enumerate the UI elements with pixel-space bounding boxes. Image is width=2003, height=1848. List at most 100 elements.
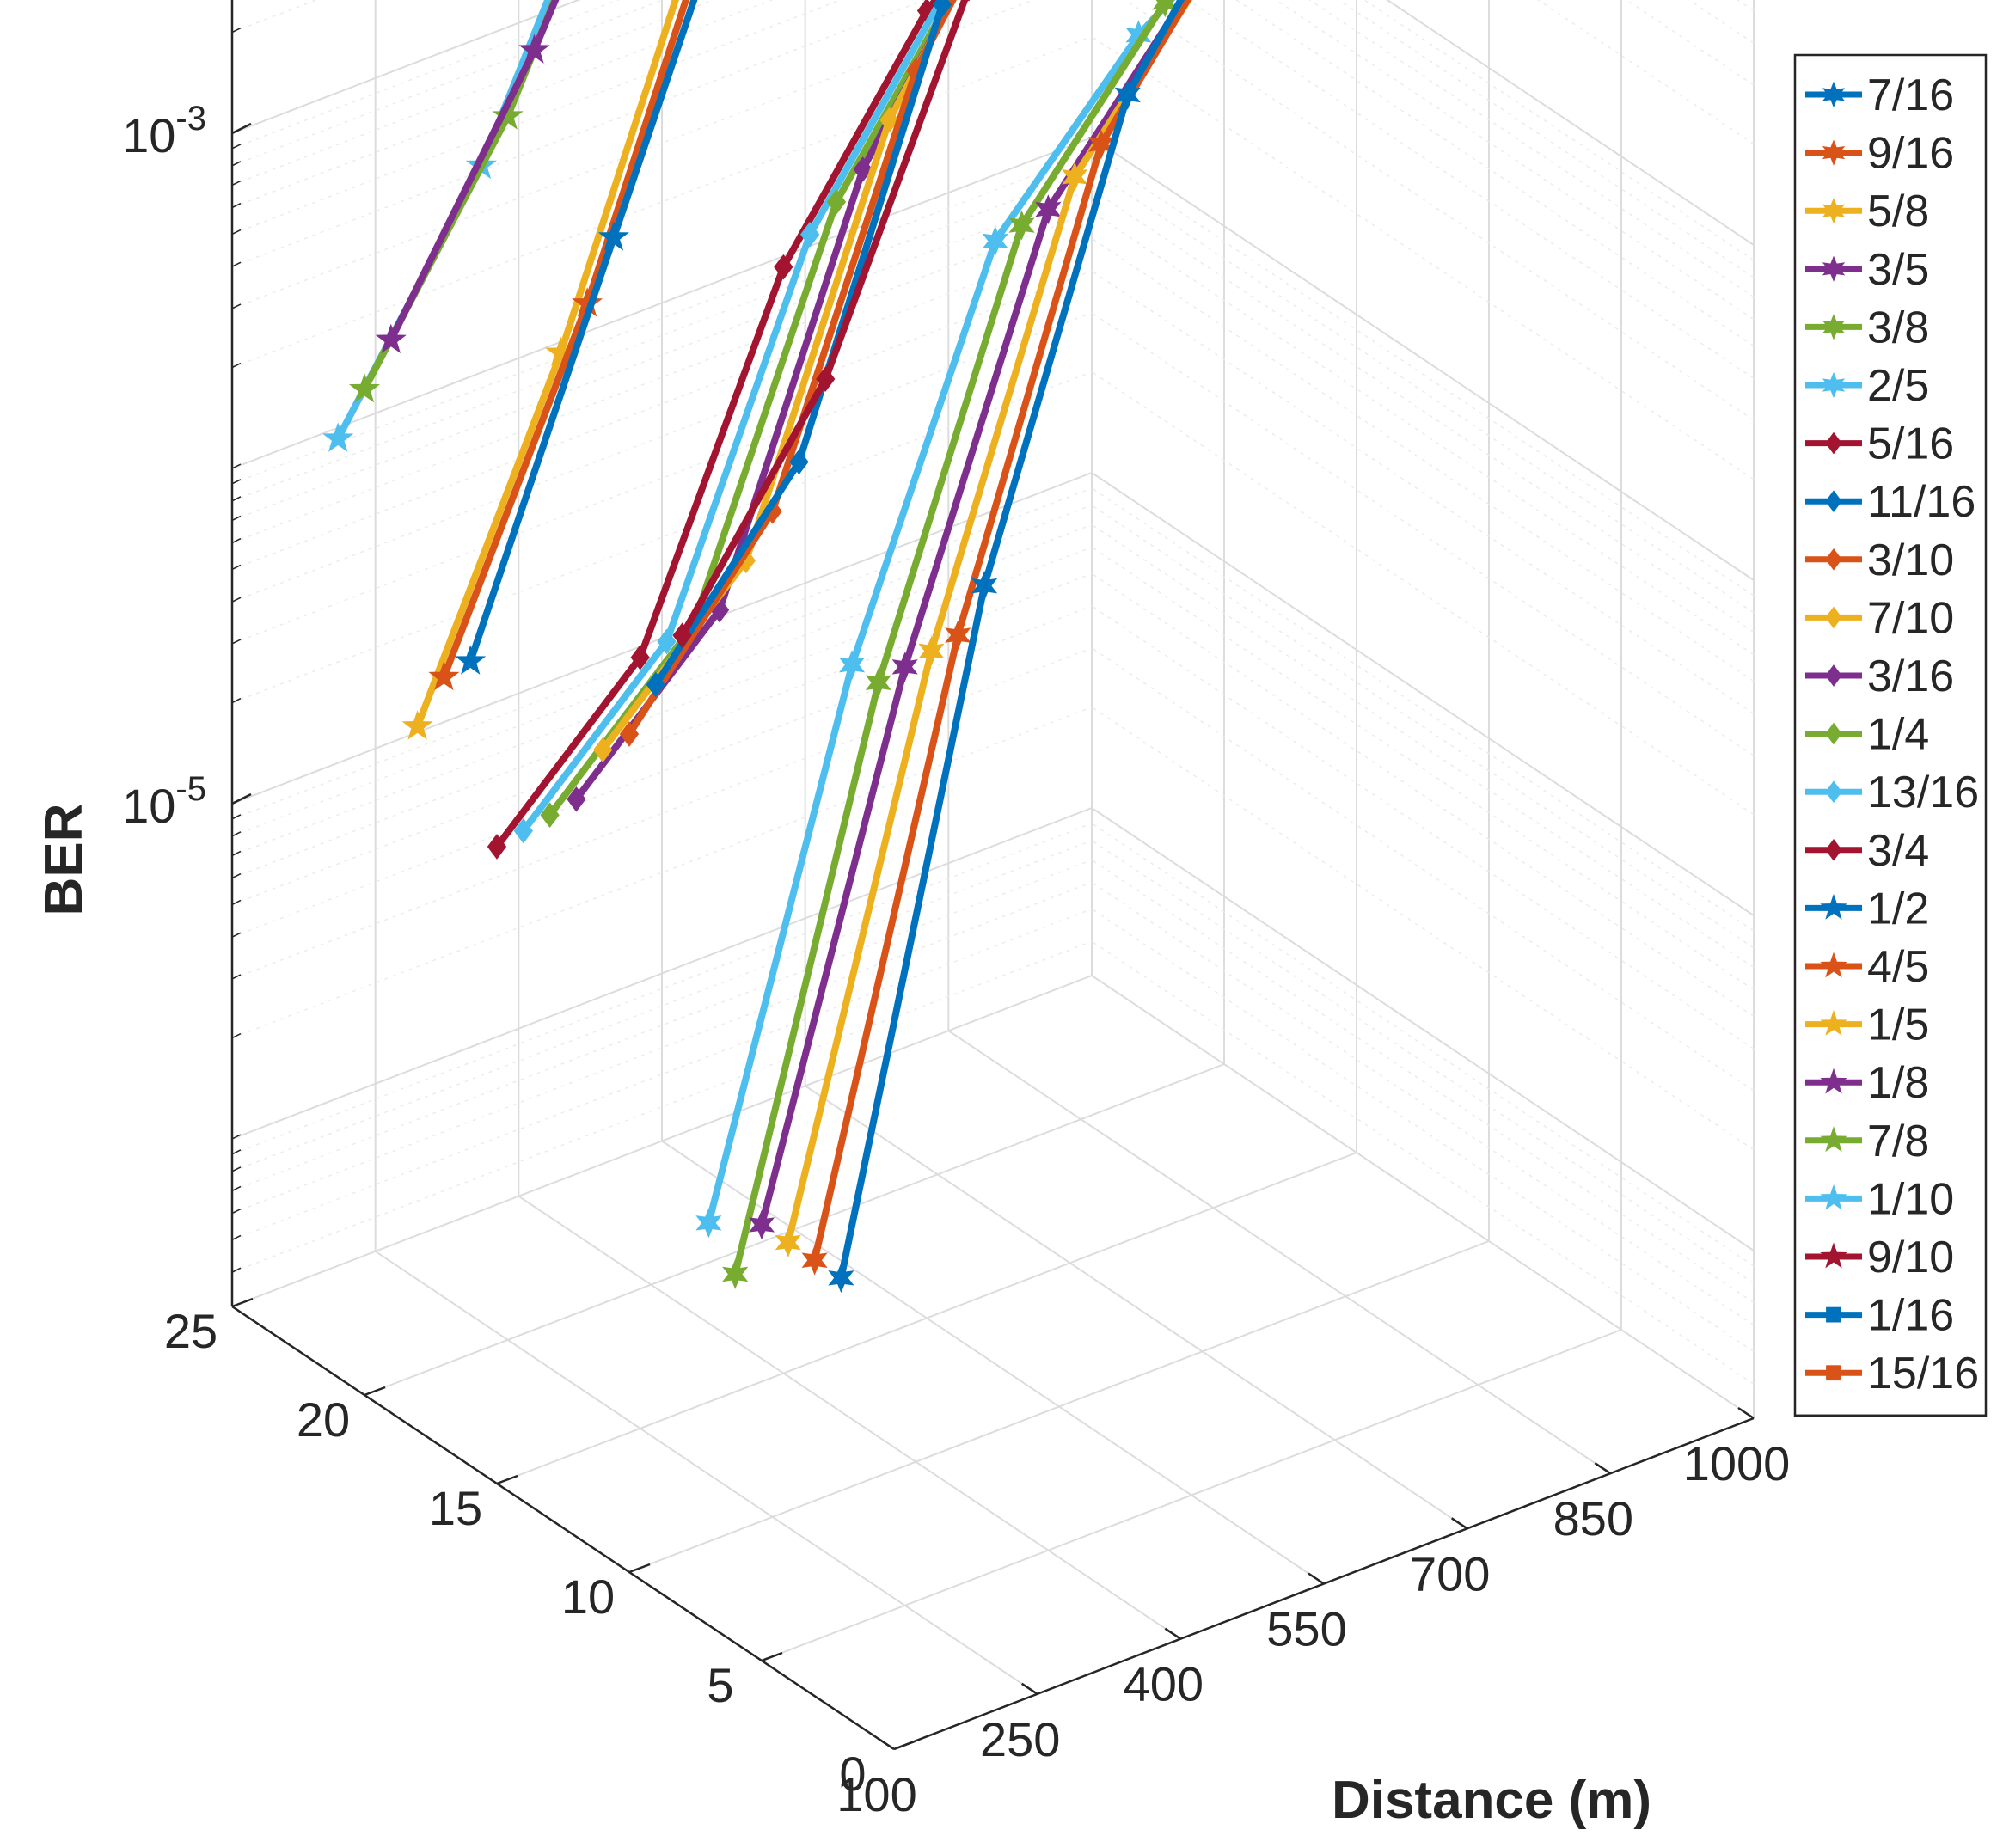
- data-point: [918, 635, 945, 666]
- grid-line-minor: [1091, 605, 1755, 1049]
- grid-line-minor: [1091, 647, 1755, 1092]
- legend-item[interactable]: 13/16: [1805, 768, 1979, 817]
- legend-marker: [1825, 780, 1842, 804]
- legend[interactable]: 7/16 9/16 5/8 3/5 3/8 2/5 5/16 11/16 3/10 7/10 3/1…: [1793, 53, 1988, 1417]
- z-tick-label: 10-3: [122, 100, 206, 162]
- data-point: [1152, 0, 1179, 18]
- x-tick: [1308, 1572, 1325, 1585]
- z-minor-tick: [231, 515, 242, 522]
- data-point: [816, 366, 836, 392]
- z-minor-tick: [231, 697, 242, 704]
- series-line: [455, 0, 698, 675]
- legend-item[interactable]: 1/8: [1805, 1058, 1929, 1108]
- legend-item[interactable]: 7/10: [1805, 593, 1954, 643]
- series-line: [540, 0, 953, 829]
- legend-item[interactable]: 2/5: [1805, 361, 1929, 411]
- legend-item[interactable]: 3/4: [1805, 826, 1929, 876]
- legend-marker: [1820, 1068, 1847, 1094]
- legend-item[interactable]: 3/10: [1805, 535, 1954, 585]
- legend-item[interactable]: 1/10: [1805, 1174, 1954, 1224]
- data-point: [865, 667, 891, 698]
- legend-item[interactable]: 9/10: [1805, 1233, 1954, 1282]
- data-point: [672, 622, 692, 649]
- legend-marker: [1822, 314, 1846, 340]
- legend-item[interactable]: 3/5: [1805, 245, 1929, 295]
- grid-line-side-z: [1091, 807, 1755, 1251]
- grid-line-floor-x: [805, 1085, 1468, 1530]
- z-minor-tick: [231, 899, 242, 906]
- data-point: [630, 644, 650, 670]
- legend-marker: [1826, 1365, 1841, 1381]
- legend-item[interactable]: 5/16: [1805, 419, 1954, 469]
- z-minor-tick: [231, 1166, 242, 1172]
- legend-item[interactable]: 4/5: [1805, 942, 1929, 992]
- legend-item[interactable]: 1/5: [1805, 1000, 1929, 1050]
- series-line: [348, 0, 559, 403]
- legend-item[interactable]: 11/16: [1805, 477, 1975, 527]
- legend-item[interactable]: 3/16: [1805, 652, 1954, 701]
- legend-marker: [1820, 893, 1847, 920]
- data-point: [933, 0, 952, 18]
- data-point: [800, 221, 820, 248]
- z-minor-tick: [231, 1134, 242, 1140]
- legend-label: 4/5: [1867, 942, 1929, 992]
- legend-item[interactable]: 1/4: [1805, 710, 1929, 760]
- legend-label: 1/8: [1867, 1058, 1929, 1108]
- grid-line-side-z: [1091, 472, 1755, 916]
- z-minor-tick: [231, 229, 242, 236]
- legend-label: 1/16: [1867, 1291, 1954, 1341]
- series-path: [837, 0, 1185, 1279]
- data-point: [487, 834, 507, 860]
- grid-line-minor: [1091, 237, 1755, 682]
- x-tick-label: 250: [980, 1712, 1060, 1766]
- legend-label: 1/10: [1867, 1174, 1954, 1224]
- legend-label: 3/4: [1867, 826, 1929, 876]
- data-point: [1035, 194, 1062, 225]
- x-tick: [1020, 1682, 1038, 1695]
- data-point: [646, 671, 665, 698]
- legend-item[interactable]: 3/8: [1805, 303, 1929, 352]
- data-point: [1062, 162, 1088, 193]
- legend-item[interactable]: 7/8: [1805, 1117, 1929, 1166]
- data-point: [789, 449, 809, 475]
- data-point: [401, 710, 433, 740]
- x-tick: [1164, 1627, 1182, 1640]
- legend-marker: [1825, 838, 1842, 861]
- legend-marker: [1825, 490, 1842, 513]
- y-tick: [761, 1651, 783, 1662]
- legend-item[interactable]: 1/16: [1805, 1291, 1954, 1341]
- legend-label: 5/16: [1867, 419, 1954, 469]
- series-path: [626, 0, 957, 737]
- legend-item[interactable]: 5/8: [1805, 187, 1929, 236]
- y-tick: [231, 1297, 254, 1308]
- grid-line-minor: [1091, 169, 1755, 614]
- legend-marker: [1825, 664, 1842, 687]
- legend-marker: [1826, 1306, 1841, 1323]
- z-minor-tick: [231, 814, 242, 820]
- x-axis-label: Distance (m): [1332, 1771, 1651, 1830]
- z-minor-tick: [231, 537, 242, 544]
- z-minor-tick: [231, 799, 242, 805]
- legend-item[interactable]: 1/2: [1805, 884, 1929, 933]
- data-point: [513, 817, 533, 844]
- legend-label: 1/4: [1867, 710, 1929, 760]
- y-tick-label: 15: [429, 1481, 482, 1535]
- grid-line-back-z: [231, 807, 1093, 1140]
- grid-line-minor: [1091, 312, 1755, 756]
- z-axis-title: BER: [34, 804, 94, 916]
- legend-item[interactable]: 7/16: [1805, 70, 1954, 120]
- data-point: [428, 660, 460, 691]
- legend-item[interactable]: 9/16: [1805, 129, 1954, 179]
- legend-label: 9/16: [1867, 129, 1954, 179]
- z-tick-label: 10-5: [122, 770, 206, 833]
- grid-line-minor: [1091, 370, 1755, 816]
- series-line: [513, 0, 946, 844]
- grid-line-minor: [231, 647, 1093, 980]
- grid-line-minor: [231, 211, 1093, 544]
- legend-marker: [1822, 81, 1846, 108]
- data-point: [518, 34, 550, 64]
- grid-line-minor: [231, 840, 1093, 1172]
- legend-marker: [1822, 139, 1846, 166]
- legend-item[interactable]: 15/16: [1805, 1349, 1979, 1398]
